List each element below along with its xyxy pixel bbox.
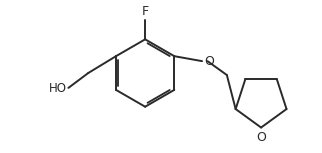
Text: O: O <box>204 55 214 68</box>
Text: HO: HO <box>48 82 66 95</box>
Text: F: F <box>142 5 149 18</box>
Text: O: O <box>256 131 266 144</box>
